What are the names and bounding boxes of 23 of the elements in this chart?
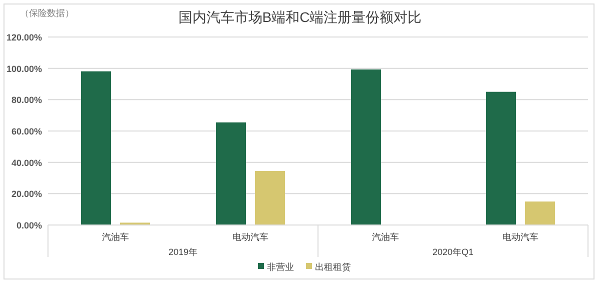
text: 2019年: [168, 247, 198, 257]
y-tick-label: 40.00%: [11, 158, 42, 168]
legend-label: 出租租赁: [315, 262, 351, 272]
bar: [81, 71, 111, 225]
y-tick-label: 60.00%: [11, 126, 42, 136]
y-tick-label: 20.00%: [11, 189, 42, 200]
chart-title: 国内汽车市场B端和C端注册量份额对比: [178, 9, 422, 25]
x-tick-label: 电动汽车: [232, 232, 268, 242]
legend-label: 非营业: [267, 262, 294, 272]
text: （保险数据）: [20, 8, 74, 18]
x-tick-label: 电动汽车: [502, 232, 538, 242]
bar: [351, 69, 381, 225]
bar: [216, 122, 246, 225]
bar: [255, 170, 285, 225]
x-tick-label: 汽油车: [372, 232, 399, 242]
y-tick-label: 120.00%: [6, 32, 42, 42]
bar: [525, 202, 555, 225]
text: 2020年Q1: [432, 247, 474, 257]
bar: [486, 92, 516, 225]
x-tick-label: 汽油车: [102, 232, 129, 242]
y-tick-label: 80.00%: [11, 95, 42, 106]
y-tick-label: 0.00%: [16, 220, 42, 230]
y-tick-label: 100.00%: [6, 64, 42, 74]
